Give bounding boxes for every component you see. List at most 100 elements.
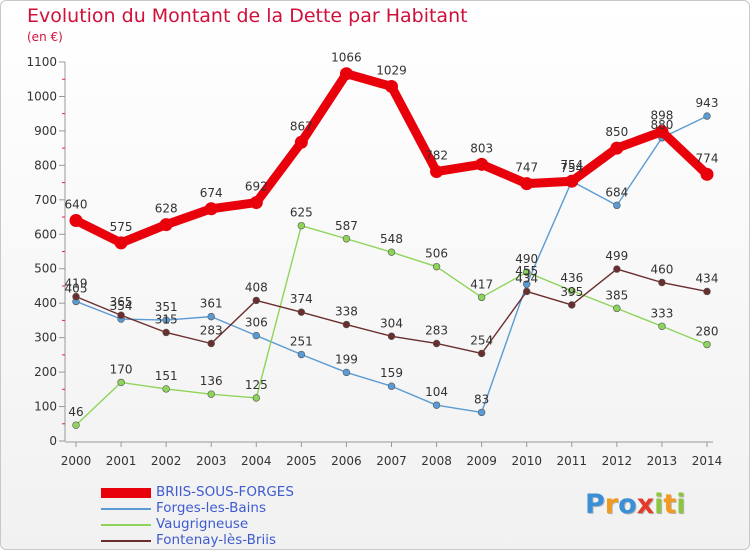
data-label: 674 xyxy=(200,186,223,200)
y-tick-label: 600 xyxy=(34,227,57,241)
x-tick-label: 2002 xyxy=(151,454,182,468)
data-label: 395 xyxy=(560,285,583,299)
data-label: 754 xyxy=(560,161,583,175)
x-tick-label: 2001 xyxy=(106,454,137,468)
x-tick-label: 2011 xyxy=(557,454,588,468)
series-layer xyxy=(69,67,714,429)
data-label: 385 xyxy=(605,288,628,302)
data-label: 1066 xyxy=(331,51,362,65)
data-point xyxy=(477,349,486,358)
data-label: 374 xyxy=(290,292,313,306)
data-label: 417 xyxy=(470,277,493,291)
y-tick-label: 200 xyxy=(34,365,57,379)
y-tick-label: 300 xyxy=(34,331,57,345)
data-label: 338 xyxy=(335,305,358,319)
data-point xyxy=(207,390,215,398)
axes: 0 100 200 300 400 500 600 700 800 900 1000 1100 2000… xyxy=(26,55,722,468)
data-point xyxy=(703,287,711,296)
data-point xyxy=(432,339,441,348)
data-point xyxy=(432,262,441,271)
data-label: 628 xyxy=(155,202,178,216)
x-tick-label: 2010 xyxy=(511,454,542,468)
data-point xyxy=(613,265,621,273)
data-label: 803 xyxy=(470,141,493,155)
legend-label: Vaugrigneuse xyxy=(156,516,249,532)
data-point xyxy=(568,301,576,309)
logo-letter: i xyxy=(676,489,686,520)
data-point xyxy=(117,378,125,387)
data-point xyxy=(477,293,486,302)
y-tick-label: 1100 xyxy=(26,55,57,69)
data-point xyxy=(520,177,534,191)
y-tick-label: 500 xyxy=(34,262,57,276)
data-label: 490 xyxy=(515,252,538,266)
data-label: 136 xyxy=(200,374,223,388)
data-point xyxy=(655,125,669,139)
data-label: 304 xyxy=(380,316,403,330)
logo-letter: P xyxy=(585,489,605,520)
data-point xyxy=(162,328,170,337)
data-label: 306 xyxy=(245,316,268,330)
data-point xyxy=(658,278,666,287)
data-point xyxy=(162,316,170,324)
data-label: 315 xyxy=(155,312,178,326)
logo-letter: x xyxy=(636,489,655,520)
data-label: 460 xyxy=(650,263,673,277)
chart-subtitle: (en €) xyxy=(27,30,63,44)
data-label: 199 xyxy=(335,352,358,366)
x-tick-label: 2004 xyxy=(241,454,272,468)
data-label: 83 xyxy=(474,392,489,406)
data-label: 280 xyxy=(696,325,719,339)
data-point xyxy=(610,141,624,155)
data-label: 365 xyxy=(110,295,133,309)
data-point xyxy=(207,312,215,321)
data-point xyxy=(613,201,621,210)
x-tick-label: 2012 xyxy=(602,454,633,468)
data-label: 684 xyxy=(605,185,628,199)
data-label: 455 xyxy=(515,264,538,278)
data-point xyxy=(342,368,351,377)
data-label: 434 xyxy=(515,271,538,285)
data-label: 625 xyxy=(290,206,313,220)
data-point xyxy=(613,304,621,313)
data-label: 943 xyxy=(696,96,719,110)
data-point xyxy=(568,287,576,295)
data-label: 104 xyxy=(425,385,448,399)
data-label: 692 xyxy=(245,180,268,194)
data-label: 880 xyxy=(650,118,673,132)
data-point xyxy=(385,79,398,93)
data-label: 850 xyxy=(605,125,628,139)
data-label: 575 xyxy=(110,220,133,234)
y-tick-label: 400 xyxy=(34,296,57,310)
data-point xyxy=(72,292,80,301)
data-label: 587 xyxy=(335,219,358,233)
data-point xyxy=(475,157,489,171)
series-line-briis-sous-forges xyxy=(71,69,712,248)
data-point xyxy=(114,236,128,250)
y-tick-label: 100 xyxy=(34,400,57,414)
data-labels-layer: 405 354 351 361 306 251 199 159 104 83 455 754 684 88… xyxy=(65,51,719,419)
legend-swatch xyxy=(101,508,151,510)
data-label: 251 xyxy=(290,335,313,349)
data-point xyxy=(72,421,80,429)
data-label: 782 xyxy=(425,149,448,163)
x-tick-label: 2013 xyxy=(647,454,678,468)
data-point xyxy=(69,213,83,227)
x-tick-label: 2007 xyxy=(376,454,407,468)
data-label: 405 xyxy=(65,281,88,295)
data-point xyxy=(477,408,486,417)
data-label: 436 xyxy=(560,271,583,285)
data-label: 499 xyxy=(605,249,628,263)
logo-letter: t xyxy=(663,489,677,520)
x-tick-label: 2009 xyxy=(466,454,497,468)
data-label: 754 xyxy=(560,158,583,172)
data-point xyxy=(117,311,125,319)
data-point xyxy=(387,382,396,390)
data-label: 125 xyxy=(245,378,268,392)
data-point xyxy=(252,331,260,340)
data-point xyxy=(703,112,711,120)
data-label: 46 xyxy=(68,405,83,419)
legend-label: Fontenay-lès-Briis xyxy=(156,532,276,548)
